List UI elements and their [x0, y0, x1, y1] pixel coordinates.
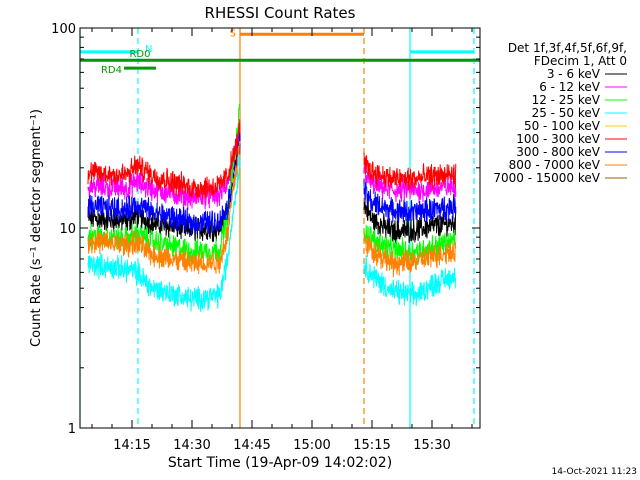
legend-entry-label: 800 - 7000 keV — [509, 158, 601, 172]
x-tick-label: 15:15 — [353, 438, 390, 453]
series-layer — [87, 103, 457, 312]
series-line — [87, 119, 241, 200]
legend-entry-label: 7000 - 15000 keV — [493, 171, 600, 185]
series-line — [363, 152, 457, 190]
x-tick-label: 14:15 — [113, 438, 150, 453]
x-tick-label: 15:30 — [413, 438, 450, 453]
x-axis-ticks: 14:15 14:30 14:45 15:00 15:15 15:30 — [91, 28, 473, 453]
series-line — [87, 154, 241, 312]
annotation-bar-label: RD4 — [101, 65, 122, 76]
legend-entry-label: 300 - 800 keV — [516, 145, 600, 159]
y-tick-label: 10 — [59, 222, 76, 237]
x-tick-label: 15:00 — [293, 438, 330, 453]
x-tick-label: 14:30 — [173, 438, 210, 453]
series-line — [363, 179, 457, 223]
annotation-bar-label: RD0 — [129, 49, 150, 60]
legend-entry-label: 3 - 6 keV — [547, 67, 601, 81]
plot-area: N S RD0 RD4 1 10 100 14:15 14:30 14:45 15:00 15:1… — [51, 22, 481, 453]
legend-header-line-1: Det 1f,3f,4f,5f,6f,9f, — [508, 41, 627, 55]
y-axis-label: Count Rate (s⁻¹ detector segment⁻¹) — [29, 109, 44, 347]
legend: Det 1f,3f,4f,5f,6f,9f, FDecim 1, Att 0 3… — [493, 41, 627, 185]
y-tick-label: 1 — [68, 422, 76, 437]
series-line — [87, 133, 241, 237]
series-line — [87, 141, 241, 275]
x-axis-label: Start Time (19-Apr-09 14:02:02) — [168, 455, 392, 471]
chart-title: RHESSI Count Rates — [205, 4, 356, 22]
series-line — [363, 232, 457, 278]
annotation-bar-label: S — [230, 28, 236, 39]
series-line — [363, 163, 457, 204]
legend-entry-label: 100 - 300 keV — [516, 132, 600, 146]
series-line — [87, 103, 241, 264]
legend-entry-label: 6 - 12 keV — [539, 80, 601, 94]
legend-header-line-2: FDecim 1, Att 0 — [534, 54, 627, 68]
y-axis-ticks: 1 10 100 — [51, 22, 480, 437]
legend-entry-label: 50 - 100 keV — [524, 119, 601, 133]
legend-entry-label: 12 - 25 keV — [532, 93, 601, 107]
series-line — [363, 200, 457, 245]
legend-entry-label: 25 - 50 keV — [532, 106, 601, 120]
series-line — [87, 125, 241, 211]
annotation-bar-label: N — [145, 44, 152, 55]
series-line — [363, 255, 457, 307]
y-tick-label: 100 — [51, 22, 76, 37]
x-tick-label: 14:45 — [233, 438, 270, 453]
footer-timestamp: 14-Oct-2021 11:23 — [552, 467, 637, 477]
